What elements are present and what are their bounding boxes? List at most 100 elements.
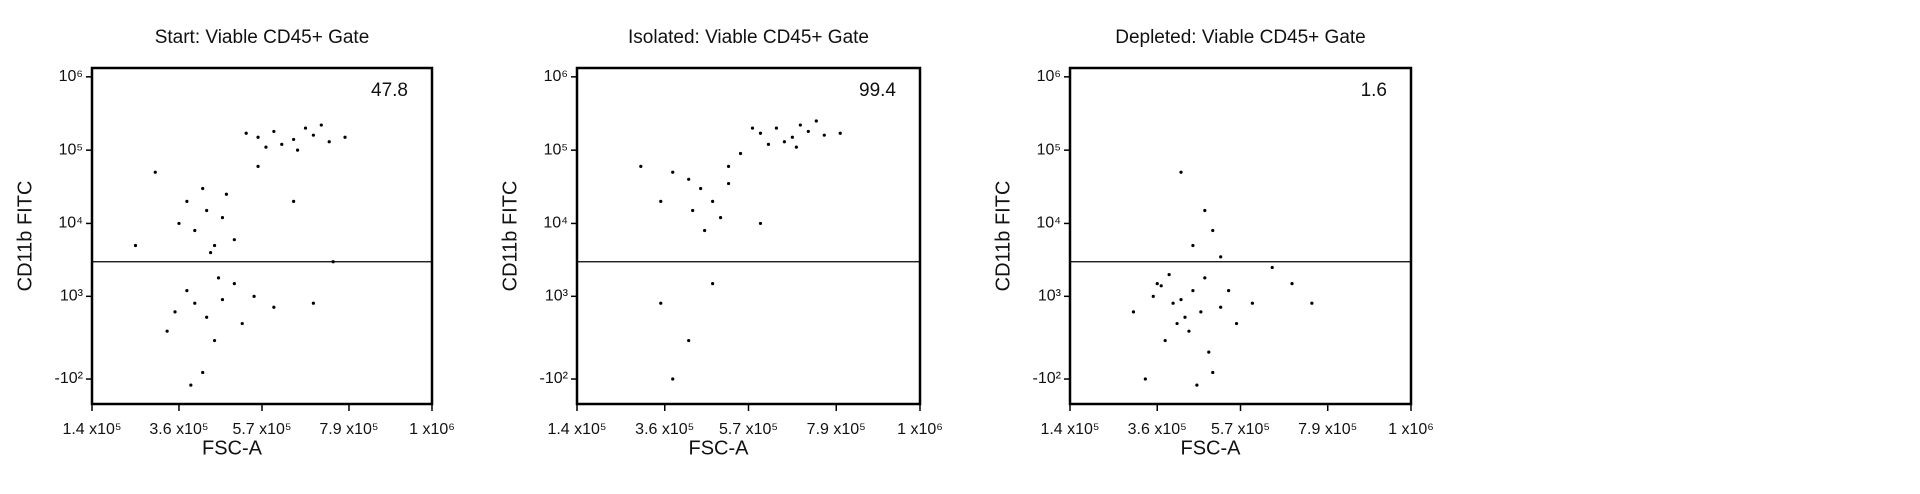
gate-percent: 47.8 [371, 80, 408, 101]
y-tick-label: -10² [1033, 370, 1062, 387]
data-point [822, 133, 826, 137]
y-tick-label: 10⁶ [59, 68, 83, 85]
x-tick-label: 5.7 x10⁵ [719, 421, 778, 438]
data-point [726, 181, 731, 186]
data-point [1270, 265, 1274, 270]
y-tick-label: -10² [55, 370, 84, 387]
y-tick-label: 10⁴ [1036, 215, 1061, 232]
panel-title: Start: Viable CD45+ Gate [155, 27, 370, 48]
data-point [711, 282, 715, 286]
data-point [750, 126, 755, 130]
data-point [165, 329, 169, 333]
data-point [639, 164, 643, 168]
data-point [311, 133, 315, 137]
y-tick-label: 10⁴ [58, 215, 83, 232]
data-point [256, 135, 260, 139]
data-point [1179, 297, 1183, 302]
data-point [726, 164, 731, 168]
x-tick-label: 1 x10⁶ [897, 421, 943, 438]
data-point [232, 238, 236, 242]
data-point [798, 123, 802, 127]
data-point [319, 123, 323, 127]
y-axis-label: CD11b FITC [992, 181, 1014, 292]
data-point [240, 321, 244, 326]
data-point [292, 137, 296, 142]
x-tick-label: 1.4 x10⁵ [1040, 421, 1099, 438]
panel-title: Depleted: Viable CD45+ Gate [1115, 27, 1366, 48]
data-point [782, 140, 786, 144]
data-point [205, 315, 209, 319]
data-point [220, 216, 225, 220]
data-point [703, 228, 707, 233]
data-point [1203, 276, 1207, 280]
data-point [303, 126, 308, 130]
data-point [224, 192, 229, 196]
data-point [1159, 284, 1163, 288]
data-point [1203, 208, 1207, 213]
data-point [212, 243, 217, 248]
data-point [292, 199, 296, 203]
x-tick-label: 1 x10⁶ [1388, 421, 1434, 438]
data-point [295, 148, 300, 152]
data-point [232, 282, 236, 286]
data-point [1175, 321, 1179, 326]
data-point [189, 383, 193, 387]
data-point [272, 305, 276, 309]
data-point [1143, 377, 1147, 381]
data-point [153, 170, 157, 174]
data-point [205, 208, 209, 213]
data-point [1250, 301, 1254, 305]
data-point [758, 131, 763, 135]
y-tick-label: 10⁴ [543, 215, 568, 232]
data-point [659, 199, 663, 203]
data-point [1195, 383, 1199, 387]
data-point [1183, 315, 1187, 319]
data-point [209, 250, 213, 255]
data-point [212, 338, 217, 343]
data-point [806, 129, 810, 134]
data-point [814, 119, 818, 123]
data-point [185, 289, 189, 293]
x-tick-label: 7.9 x10⁵ [807, 421, 866, 438]
y-axis-label: CD11b FITC [14, 181, 36, 292]
x-tick-label: 3.6 x10⁵ [635, 421, 694, 438]
data-point [659, 301, 663, 305]
x-axis-label: FSC-A [1181, 437, 1242, 459]
data-point [1234, 321, 1239, 326]
y-tick-label: 10³ [60, 288, 84, 305]
data-point [327, 140, 331, 144]
data-point [687, 338, 691, 343]
panel-title: Isolated: Viable CD45+ Gate [628, 27, 869, 48]
data-point [718, 216, 723, 220]
data-point [220, 297, 225, 302]
data-point [790, 135, 794, 139]
x-tick-label: 7.9 x10⁵ [319, 421, 378, 438]
data-point [311, 301, 315, 305]
data-point [216, 276, 221, 280]
plot-frame [90, 66, 434, 406]
data-point [711, 199, 715, 203]
data-point [173, 310, 177, 314]
data-point [343, 135, 347, 139]
data-point [758, 221, 763, 226]
data-point [1191, 243, 1195, 248]
data-point [738, 151, 743, 156]
data-point [687, 177, 691, 181]
y-tick-label: 10³ [545, 288, 569, 305]
data-point [766, 142, 771, 146]
y-tick-label: -10² [540, 370, 569, 387]
data-point [1171, 301, 1175, 305]
x-tick-label: 5.7 x10⁵ [232, 421, 291, 438]
y-tick-label: 10⁵ [1037, 141, 1061, 158]
data-point [1219, 305, 1223, 309]
data-point [1151, 294, 1155, 298]
x-tick-label: 3.6 x10⁵ [149, 421, 208, 438]
data-point [252, 294, 256, 298]
data-point [193, 301, 197, 305]
data-point [1167, 272, 1171, 277]
data-point [1219, 255, 1223, 259]
x-tick-label: 1 x10⁶ [409, 421, 455, 438]
data-point [1199, 310, 1203, 314]
data-point [185, 199, 189, 203]
